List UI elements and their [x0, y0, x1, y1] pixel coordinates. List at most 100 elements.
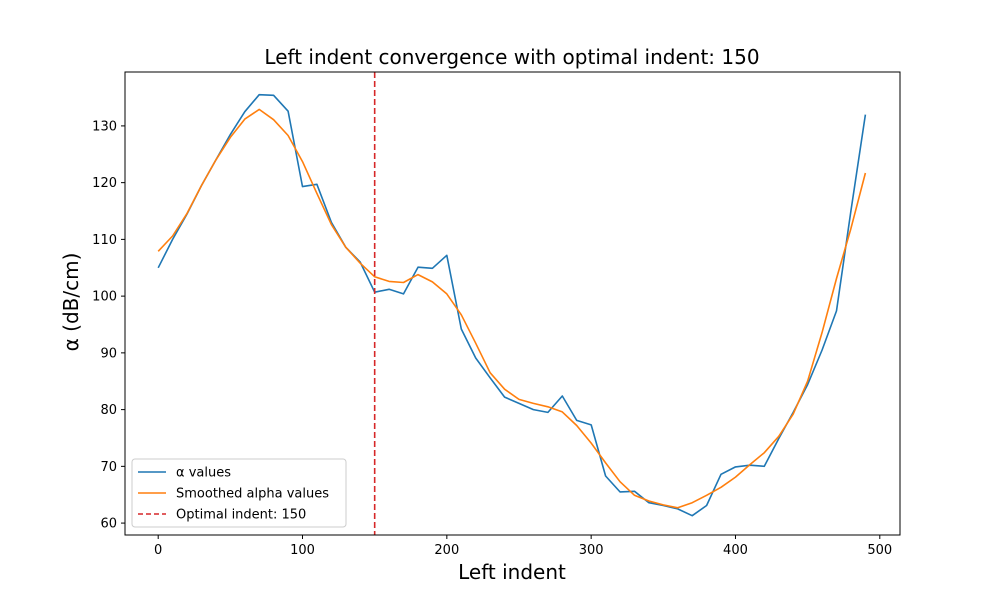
- y-tick-label: 90: [100, 346, 117, 361]
- data-point: [706, 495, 708, 497]
- data-point: [865, 172, 867, 174]
- legend-label: α values: [176, 466, 231, 481]
- y-tick-label: 130: [92, 119, 117, 134]
- data-point: [504, 396, 506, 398]
- chart-title: Left indent convergence with optimal ind…: [264, 45, 759, 69]
- data-point: [157, 251, 159, 253]
- data-point: [417, 266, 419, 268]
- data-point: [388, 281, 390, 283]
- data-point: [345, 247, 347, 249]
- data-point: [821, 349, 823, 351]
- data-point: [576, 420, 578, 422]
- data-point: [230, 137, 232, 139]
- data-point: [865, 114, 867, 116]
- data-point: [605, 475, 607, 477]
- data-point: [634, 495, 636, 497]
- legend: α values Smoothed alpha values Optimal ind…: [131, 458, 347, 528]
- data-point: [316, 193, 318, 195]
- data-point: [157, 267, 159, 269]
- data-point: [518, 399, 520, 401]
- data-point: [590, 442, 592, 444]
- data-point: [778, 436, 780, 438]
- data-point: [475, 357, 477, 359]
- data-point: [302, 186, 304, 188]
- plot-area: [124, 71, 901, 536]
- data-point: [302, 161, 304, 163]
- data-point: [605, 462, 607, 464]
- data-point: [432, 281, 434, 283]
- data-point: [359, 262, 361, 264]
- data-point: [764, 466, 766, 468]
- data-point: [807, 380, 809, 382]
- y-tick-label: 100: [92, 290, 117, 305]
- x-axis-label: Left indent: [458, 560, 566, 584]
- data-point: [316, 184, 318, 186]
- legend-label: Optimal indent: 150: [176, 508, 306, 523]
- plot-frame: [124, 71, 901, 536]
- data-point: [648, 502, 650, 504]
- data-point: [172, 235, 174, 237]
- data-point: [186, 213, 188, 215]
- data-point: [562, 411, 564, 413]
- data-point: [836, 310, 838, 312]
- y-tick-label: 110: [92, 233, 117, 248]
- data-point: [446, 293, 448, 295]
- data-point: [576, 425, 578, 427]
- data-point: [258, 94, 260, 96]
- data-point: [432, 268, 434, 270]
- series-line-0: [157, 93, 867, 517]
- data-point: [374, 276, 376, 278]
- data-point: [244, 118, 246, 120]
- data-point: [403, 293, 405, 295]
- data-point: [590, 424, 592, 426]
- x-tick-label: 200: [434, 543, 459, 558]
- data-point: [215, 159, 217, 161]
- data-point: [764, 452, 766, 454]
- data-point: [691, 515, 693, 517]
- data-point: [619, 491, 621, 493]
- data-point: [792, 413, 794, 415]
- y-tick-label: 80: [100, 403, 117, 418]
- legend-box: [131, 458, 347, 528]
- series-line-1: [157, 108, 867, 509]
- data-point: [821, 332, 823, 334]
- y-axis-label: α (dB/cm): [59, 253, 83, 352]
- data-point: [619, 481, 621, 483]
- data-point: [201, 185, 203, 187]
- data-point: [230, 134, 232, 136]
- data-point: [749, 464, 751, 466]
- data-point: [735, 476, 737, 478]
- data-point: [547, 406, 549, 408]
- data-point: [446, 255, 448, 257]
- data-point: [461, 328, 463, 330]
- data-point: [735, 466, 737, 468]
- data-point: [706, 505, 708, 507]
- legend-label: Smoothed alpha values: [176, 487, 329, 502]
- data-point: [720, 487, 722, 489]
- x-axis: 0 100 200 300 400 500: [154, 535, 892, 558]
- data-point: [331, 224, 333, 226]
- data-point: [504, 388, 506, 390]
- data-point: [244, 111, 246, 113]
- data-point: [273, 119, 275, 121]
- data-point: [720, 474, 722, 476]
- x-tick-label: 100: [290, 543, 315, 558]
- data-point: [273, 95, 275, 97]
- y-tick-label: 70: [100, 460, 117, 475]
- data-point: [533, 403, 535, 405]
- data-point: [562, 395, 564, 397]
- x-tick-label: 500: [867, 543, 892, 558]
- data-point: [836, 278, 838, 280]
- data-point: [403, 282, 405, 284]
- data-point: [850, 228, 852, 230]
- data-point: [677, 507, 679, 509]
- data-point: [663, 504, 665, 506]
- data-point: [172, 239, 174, 241]
- data-point: [287, 135, 289, 137]
- data-point: [648, 500, 650, 502]
- y-axis: 60 70 80 90 100 110 120 130: [92, 119, 125, 532]
- y-tick-label: 120: [92, 176, 117, 191]
- data-point: [461, 314, 463, 316]
- data-point: [634, 491, 636, 493]
